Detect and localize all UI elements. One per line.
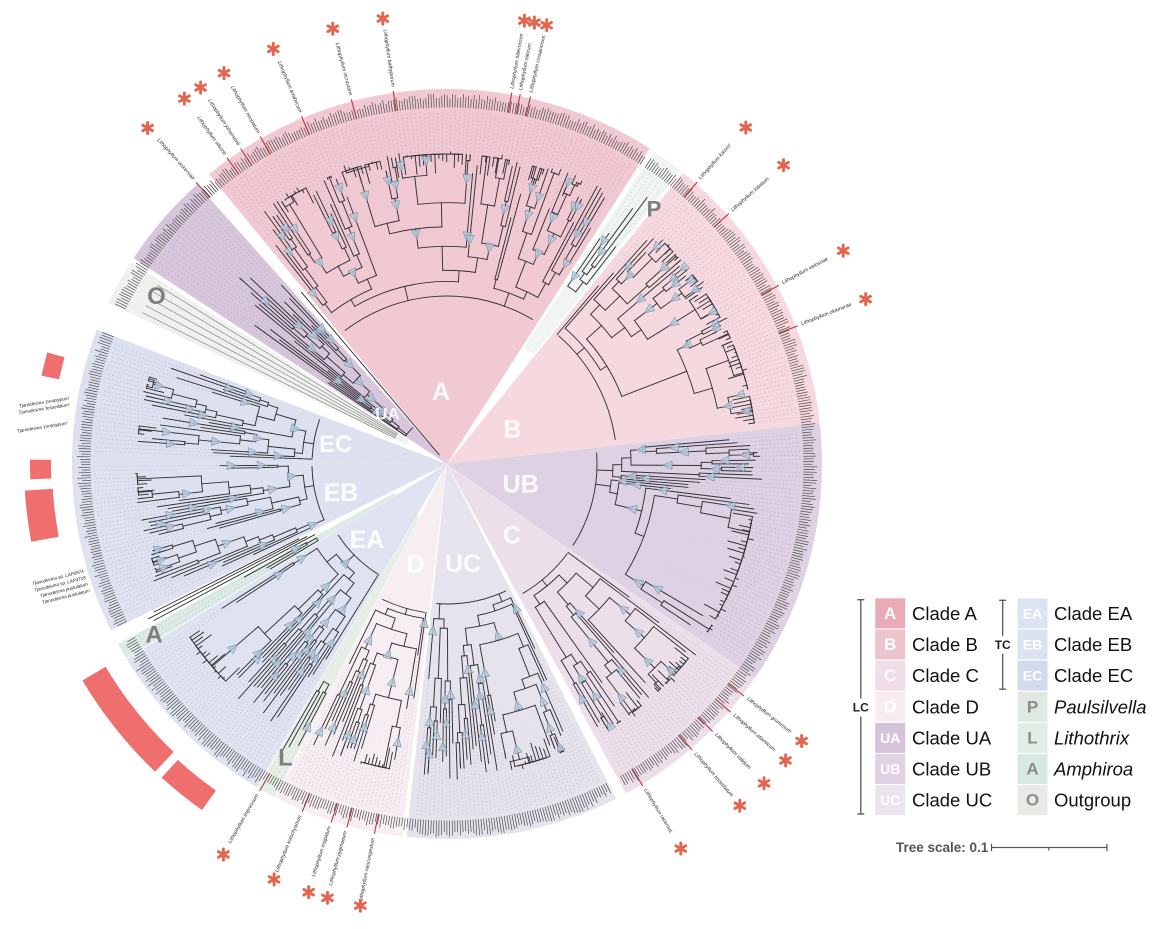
svg-text:Paulsilvella: Paulsilvella [1054,696,1147,717]
svg-text:L: L [1027,728,1037,747]
svg-text:Clade EB: Clade EB [1054,634,1132,655]
svg-text:D: D [406,551,424,579]
svg-text:EA: EA [1023,605,1042,621]
svg-text:Clade EA: Clade EA [1054,603,1133,624]
svg-text:UA: UA [375,405,400,424]
svg-text:A: A [884,604,896,623]
svg-text:Lithothrix: Lithothrix [1054,727,1130,748]
svg-text:B: B [884,635,896,654]
svg-text:UC: UC [880,792,900,808]
svg-text:UA: UA [880,730,900,746]
svg-text:EA: EA [350,526,385,554]
svg-text:UC: UC [445,550,481,578]
svg-text:Clade D: Clade D [912,696,979,717]
svg-text:P: P [1027,697,1038,716]
svg-text:Clade UB: Clade UB [912,759,991,780]
svg-text:UB: UB [880,761,900,777]
svg-text:Clade UC: Clade UC [912,790,992,811]
svg-text:EC: EC [319,431,352,458]
svg-text:Outgroup: Outgroup [1054,790,1131,811]
svg-text:EC: EC [1023,668,1042,684]
svg-text:O: O [1026,791,1039,810]
svg-text:LC: LC [853,701,869,715]
svg-text:Clade C: Clade C [912,665,979,686]
svg-text:UB: UB [503,470,539,498]
svg-text:A: A [1026,760,1038,779]
svg-text:A: A [145,622,162,649]
svg-text:EB: EB [1023,636,1042,652]
svg-text:C: C [884,666,896,685]
svg-text:Amphiroa: Amphiroa [1053,759,1133,780]
svg-text:O: O [147,283,166,310]
svg-text:D: D [884,697,896,716]
svg-text:Clade UA: Clade UA [912,727,992,748]
svg-text:L: L [278,744,293,771]
svg-text:P: P [647,197,662,222]
svg-text:EB: EB [324,479,359,507]
svg-text:A: A [432,378,450,406]
svg-text:B: B [503,416,521,444]
svg-text:Tree scale: 0.1: Tree scale: 0.1 [896,840,989,855]
svg-text:Clade B: Clade B [912,634,978,655]
svg-text:Clade EC: Clade EC [1054,665,1133,686]
svg-text:Clade A: Clade A [912,603,977,624]
svg-text:C: C [503,522,521,550]
svg-text:TC: TC [995,638,1011,652]
